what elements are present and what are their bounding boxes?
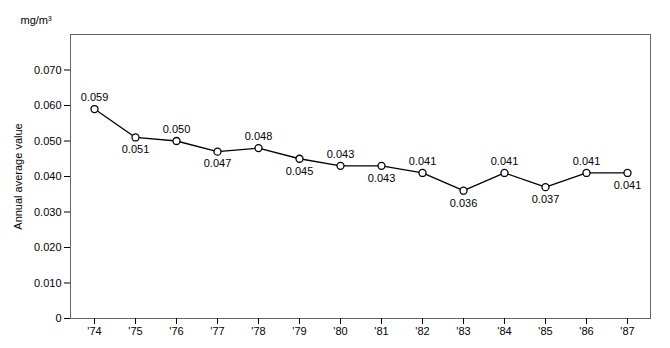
svg-text:0.041: 0.041 <box>409 155 437 167</box>
svg-text:0.060: 0.060 <box>34 99 62 111</box>
svg-text:0.040: 0.040 <box>34 170 62 182</box>
svg-text:0.070: 0.070 <box>34 64 62 76</box>
svg-text:'77: '77 <box>210 325 224 337</box>
svg-text:'84: '84 <box>497 325 511 337</box>
svg-text:'87: '87 <box>620 325 634 337</box>
svg-text:Annual average value: Annual average value <box>12 123 24 229</box>
svg-text:'74: '74 <box>87 325 101 337</box>
svg-text:0.010: 0.010 <box>34 277 62 289</box>
svg-text:0.047: 0.047 <box>204 157 232 169</box>
svg-text:0.041: 0.041 <box>614 179 642 191</box>
svg-text:'80: '80 <box>333 325 347 337</box>
svg-text:0: 0 <box>55 312 61 324</box>
svg-text:'82: '82 <box>415 325 429 337</box>
svg-text:0.043: 0.043 <box>327 148 355 160</box>
svg-text:0.041: 0.041 <box>573 155 601 167</box>
svg-text:0.043: 0.043 <box>368 172 396 184</box>
svg-text:0.036: 0.036 <box>450 197 478 209</box>
svg-text:'78: '78 <box>251 325 265 337</box>
svg-text:'79: '79 <box>292 325 306 337</box>
svg-text:'85: '85 <box>538 325 552 337</box>
svg-text:0.041: 0.041 <box>491 155 519 167</box>
svg-text:'75: '75 <box>128 325 142 337</box>
svg-text:0.050: 0.050 <box>34 135 62 147</box>
svg-text:mg/m³: mg/m³ <box>21 14 53 26</box>
svg-text:0.037: 0.037 <box>532 193 560 205</box>
svg-text:'86: '86 <box>579 325 593 337</box>
svg-text:0.048: 0.048 <box>245 130 273 142</box>
svg-text:0.020: 0.020 <box>34 241 62 253</box>
svg-text:'76: '76 <box>169 325 183 337</box>
svg-text:0.050: 0.050 <box>163 123 191 135</box>
svg-text:0.059: 0.059 <box>81 91 109 103</box>
svg-text:0.045: 0.045 <box>286 165 314 177</box>
svg-text:'83: '83 <box>456 325 470 337</box>
svg-text:'81: '81 <box>374 325 388 337</box>
svg-text:0.051: 0.051 <box>122 143 150 155</box>
svg-text:0.030: 0.030 <box>34 206 62 218</box>
